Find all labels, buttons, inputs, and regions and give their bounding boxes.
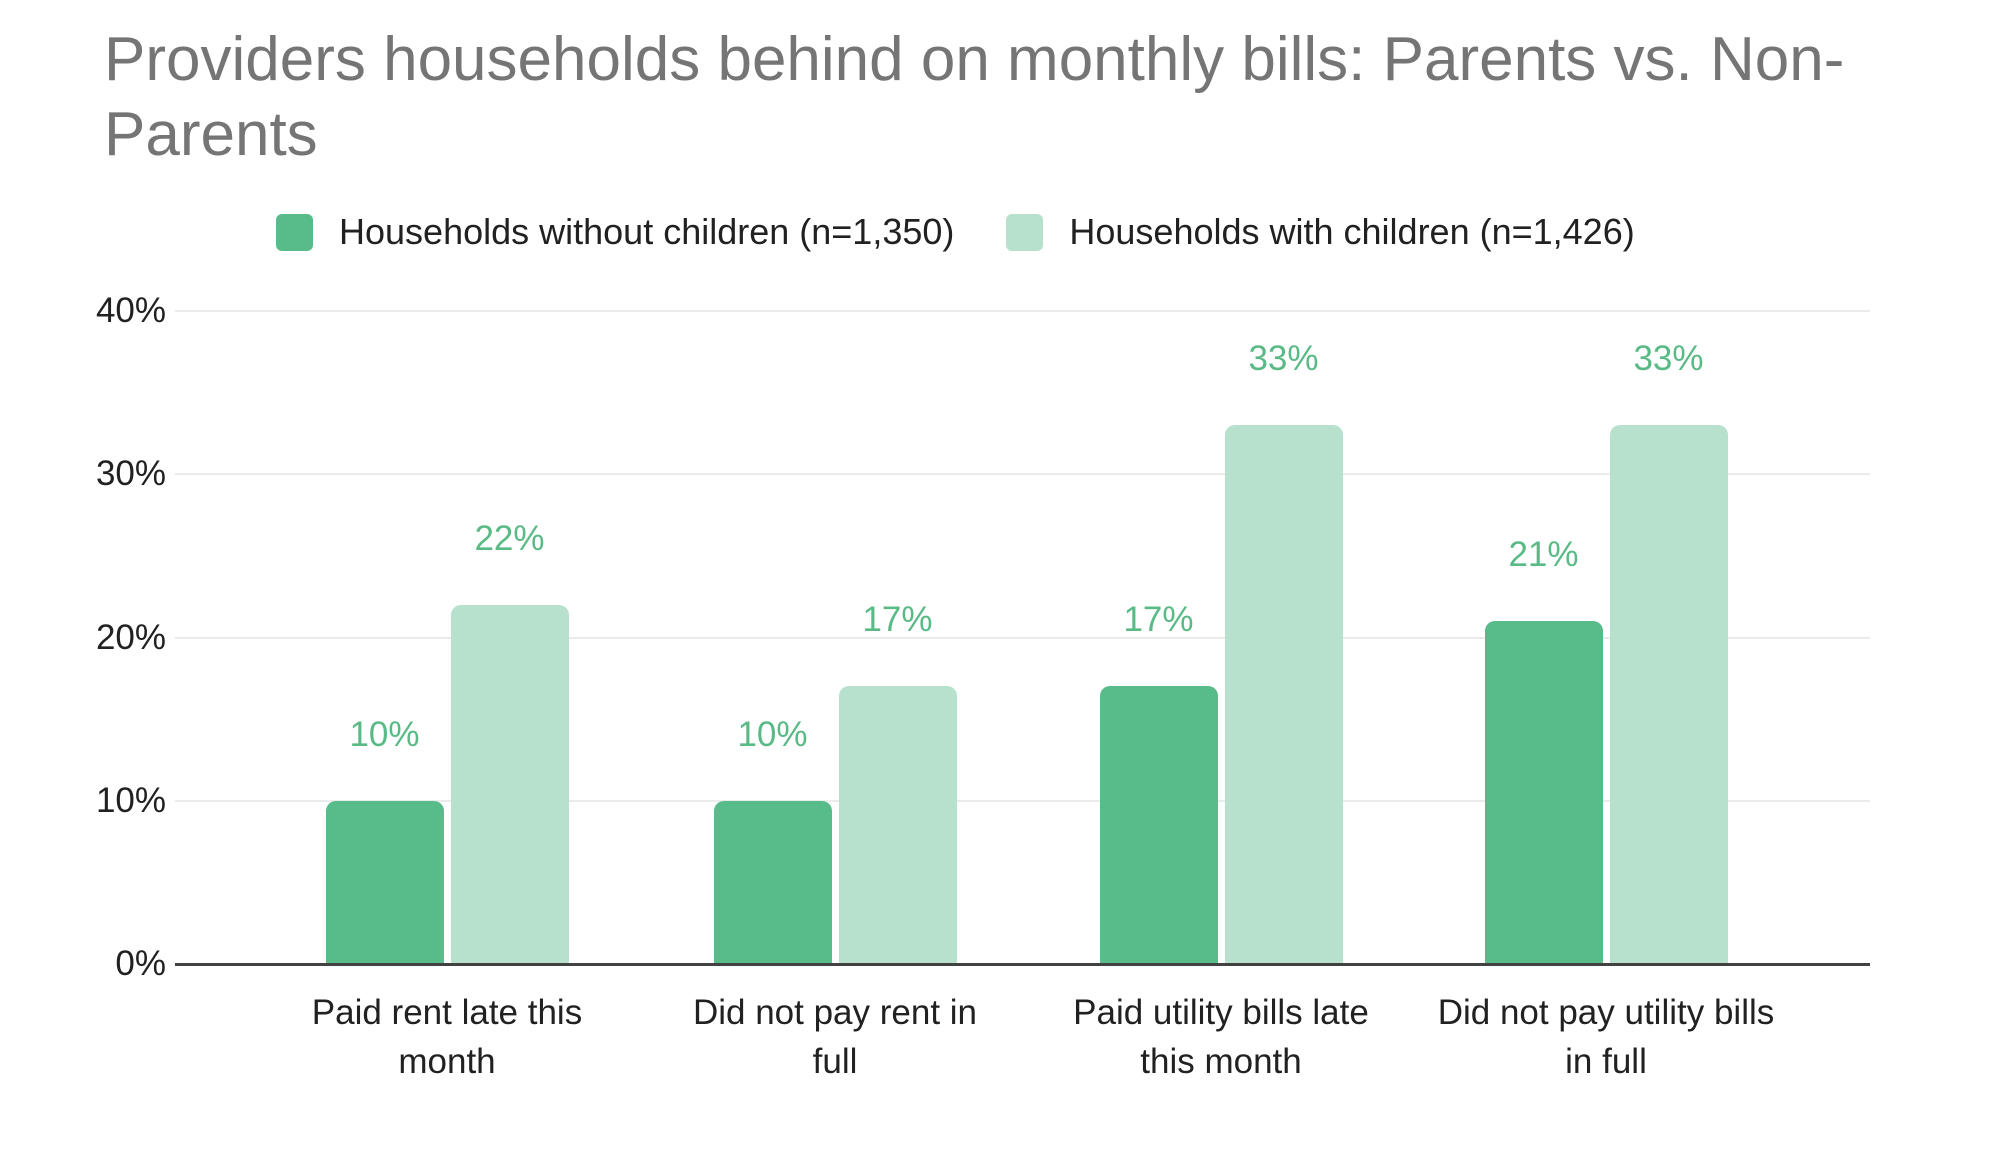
legend-swatch-with-children (1006, 213, 1044, 251)
gridline-10pct (175, 799, 1870, 802)
legend-label-without-children: Households without children (n=1,350) (339, 211, 955, 252)
bar (325, 800, 444, 964)
bar-value-label: 17% (1123, 600, 1194, 640)
y-tick-label: 20% (95, 617, 166, 657)
y-tick-label: 30% (95, 454, 166, 494)
bar (1224, 425, 1343, 964)
bar (450, 604, 569, 964)
category-label: Paid utility bills late this month (971, 988, 1471, 1086)
bar-value-label: 10% (737, 714, 808, 754)
bar (838, 686, 957, 964)
bar-value-label: 33% (1633, 339, 1704, 379)
category-label-line: full (812, 1042, 858, 1081)
category-label-line: month (398, 1042, 496, 1081)
category-label: Did not pay utility bills in full (1356, 988, 1856, 1086)
bar (1099, 686, 1218, 964)
chart-legend: Households without children (n=1,350) Ho… (276, 210, 1635, 254)
gridline-30pct (175, 473, 1870, 476)
legend-item-without-children: Households without children (n=1,350) (276, 210, 954, 254)
bar (1484, 621, 1603, 964)
chart-title-line-2: Parents (104, 100, 318, 169)
y-tick-label: 10% (95, 780, 166, 820)
chart-title: Providers households behind on monthly b… (104, 22, 1904, 172)
category-label-line: this month (1140, 1042, 1302, 1081)
bar-value-label: 10% (349, 714, 420, 754)
bar-value-label: 33% (1248, 339, 1319, 379)
category-label-line: Did not pay rent in (692, 993, 978, 1032)
bar (713, 800, 832, 964)
bar (1609, 425, 1728, 964)
legend-label-with-children: Households with children (n=1,426) (1069, 211, 1635, 252)
category-label: Did not pay rent in full (585, 988, 1085, 1086)
x-axis-line (175, 963, 1870, 966)
gridline-40pct (175, 310, 1870, 312)
category-label-line: Paid rent late this (311, 993, 583, 1032)
y-tick-label: 0% (115, 944, 166, 983)
category-label-line: in full (1565, 1042, 1647, 1081)
category-label: Paid rent late this month (197, 988, 697, 1086)
gridline-20pct (175, 636, 1870, 639)
legend-swatch-without-children (276, 213, 313, 251)
bar-value-label: 21% (1508, 535, 1579, 575)
bar-value-label: 22% (474, 518, 545, 558)
category-label-line: Paid utility bills late (1073, 993, 1369, 1032)
chart-title-line-1: Providers households behind on monthly b… (104, 25, 1845, 94)
legend-item-with-children: Households with children (n=1,426) (1006, 210, 1635, 254)
category-label-line: Did not pay utility bills (1437, 993, 1775, 1032)
y-tick-label: 40% (95, 291, 166, 330)
bar-value-label: 17% (862, 600, 933, 640)
